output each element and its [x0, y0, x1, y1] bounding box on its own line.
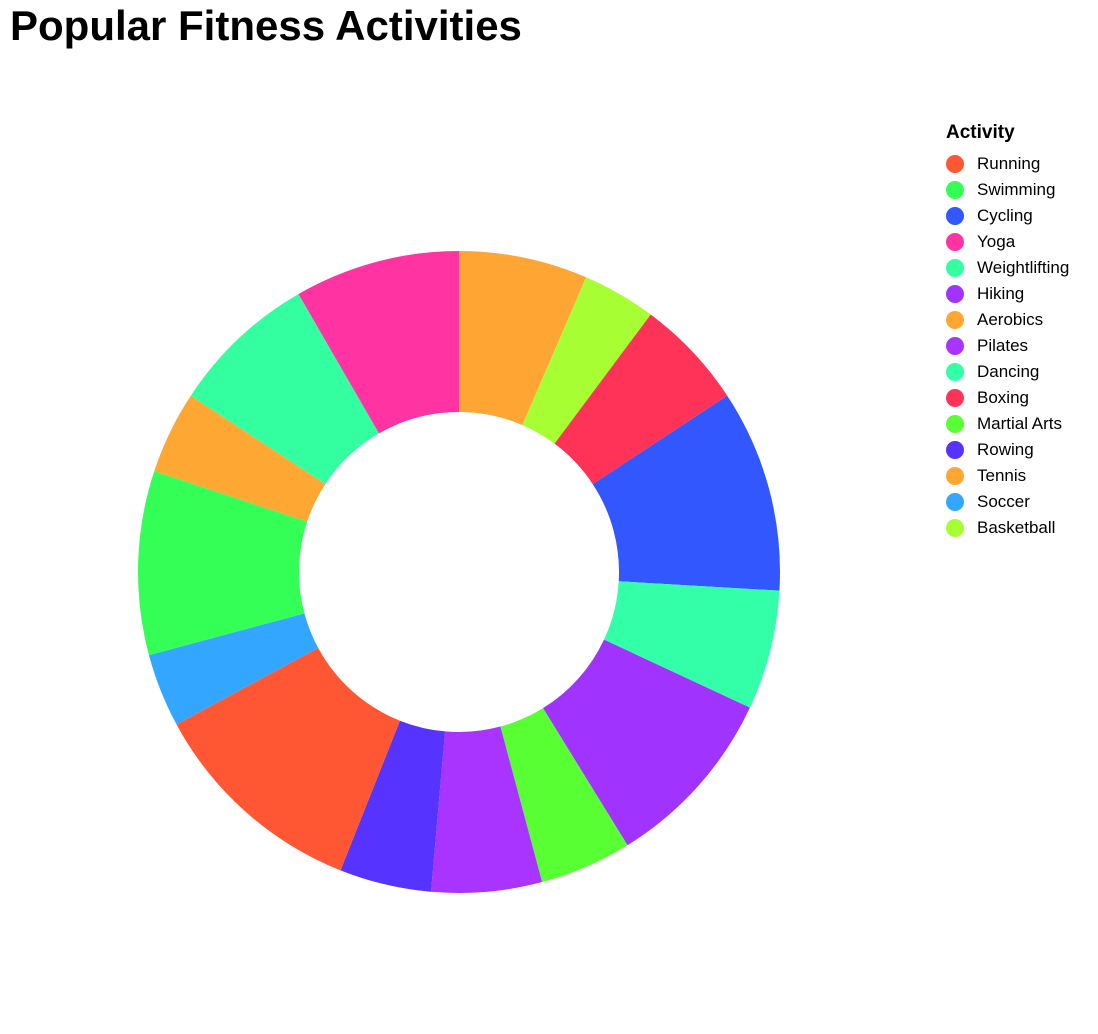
slice-yoga	[298, 251, 459, 434]
legend-swatch	[946, 155, 964, 173]
legend-swatch	[946, 233, 964, 251]
legend-label: Dancing	[977, 362, 1040, 381]
legend-label: Soccer	[977, 492, 1030, 511]
slice-tennis	[154, 395, 326, 522]
chart-title: Popular Fitness Activities	[10, 2, 522, 49]
legend-label: Rowing	[977, 440, 1034, 459]
legend-item-cycling: Cycling	[946, 203, 1096, 229]
legend-swatch	[946, 493, 964, 511]
slice-cycling	[592, 395, 780, 591]
legend-swatch	[946, 337, 964, 355]
legend-label: Boxing	[977, 388, 1029, 407]
legend: Activity Running Swimming Cycling Yoga Weigh…	[946, 122, 1096, 541]
legend-item-rowing: Rowing	[946, 437, 1096, 463]
legend-label: Swimming	[977, 180, 1056, 199]
donut-chart	[137, 251, 780, 893]
legend-swatch	[946, 441, 964, 459]
legend-item-swimming: Swimming	[946, 177, 1096, 203]
legend-item-hiking: Hiking	[946, 281, 1096, 307]
legend-label: Aerobics	[977, 310, 1044, 329]
legend-item-dancing: Dancing	[946, 359, 1096, 385]
legend-label: Cycling	[977, 206, 1033, 225]
legend-item-weightlifting: Weightlifting	[946, 255, 1096, 281]
slice-aerobics	[459, 251, 587, 426]
legend-swatch	[946, 415, 964, 433]
slice-dancing	[604, 581, 780, 708]
legend-label: Tennis	[977, 466, 1027, 485]
legend-item-boxing: Boxing	[946, 385, 1096, 411]
legend-title: Activity	[946, 122, 1015, 143]
slice-basketball	[522, 277, 651, 444]
legend-item-tennis: Tennis	[946, 463, 1096, 489]
slice-swimming	[137, 471, 308, 656]
legend-item-martial-arts: Martial Arts	[946, 411, 1096, 437]
legend-item-running: Running	[946, 151, 1096, 177]
legend-label: Running	[977, 154, 1041, 173]
legend-label: Pilates	[977, 336, 1029, 355]
slice-hiking	[542, 639, 750, 846]
slice-weightlifting	[190, 294, 379, 485]
slice-rowing	[340, 720, 446, 892]
legend-swatch	[946, 259, 964, 277]
slice-pilates	[431, 726, 543, 893]
slice-martial-arts	[500, 708, 628, 883]
legend-label: Weightlifting	[977, 258, 1070, 277]
legend-swatch	[946, 363, 964, 381]
slice-boxing	[554, 314, 728, 485]
legend-item-basketball: Basketball	[946, 515, 1096, 541]
legend-item-yoga: Yoga	[946, 229, 1096, 255]
legend-item-soccer: Soccer	[946, 489, 1096, 515]
legend-label: Basketball	[977, 518, 1056, 537]
legend-swatch	[946, 311, 964, 329]
legend-label: Yoga	[977, 232, 1016, 251]
slice-soccer	[148, 613, 319, 725]
legend-swatch	[946, 207, 964, 225]
legend-item-aerobics: Aerobics	[946, 307, 1096, 333]
legend-label: Martial Arts	[977, 414, 1063, 433]
legend-swatch	[946, 519, 964, 537]
legend-swatch	[946, 389, 964, 407]
legend-swatch	[946, 467, 964, 485]
slice-running	[176, 647, 400, 871]
legend-label: Hiking	[977, 284, 1025, 303]
legend-items: Running Swimming Cycling Yoga Weightlifting H…	[946, 151, 1096, 541]
legend-item-pilates: Pilates	[946, 333, 1096, 359]
legend-swatch	[946, 285, 964, 303]
legend-swatch	[946, 181, 964, 199]
